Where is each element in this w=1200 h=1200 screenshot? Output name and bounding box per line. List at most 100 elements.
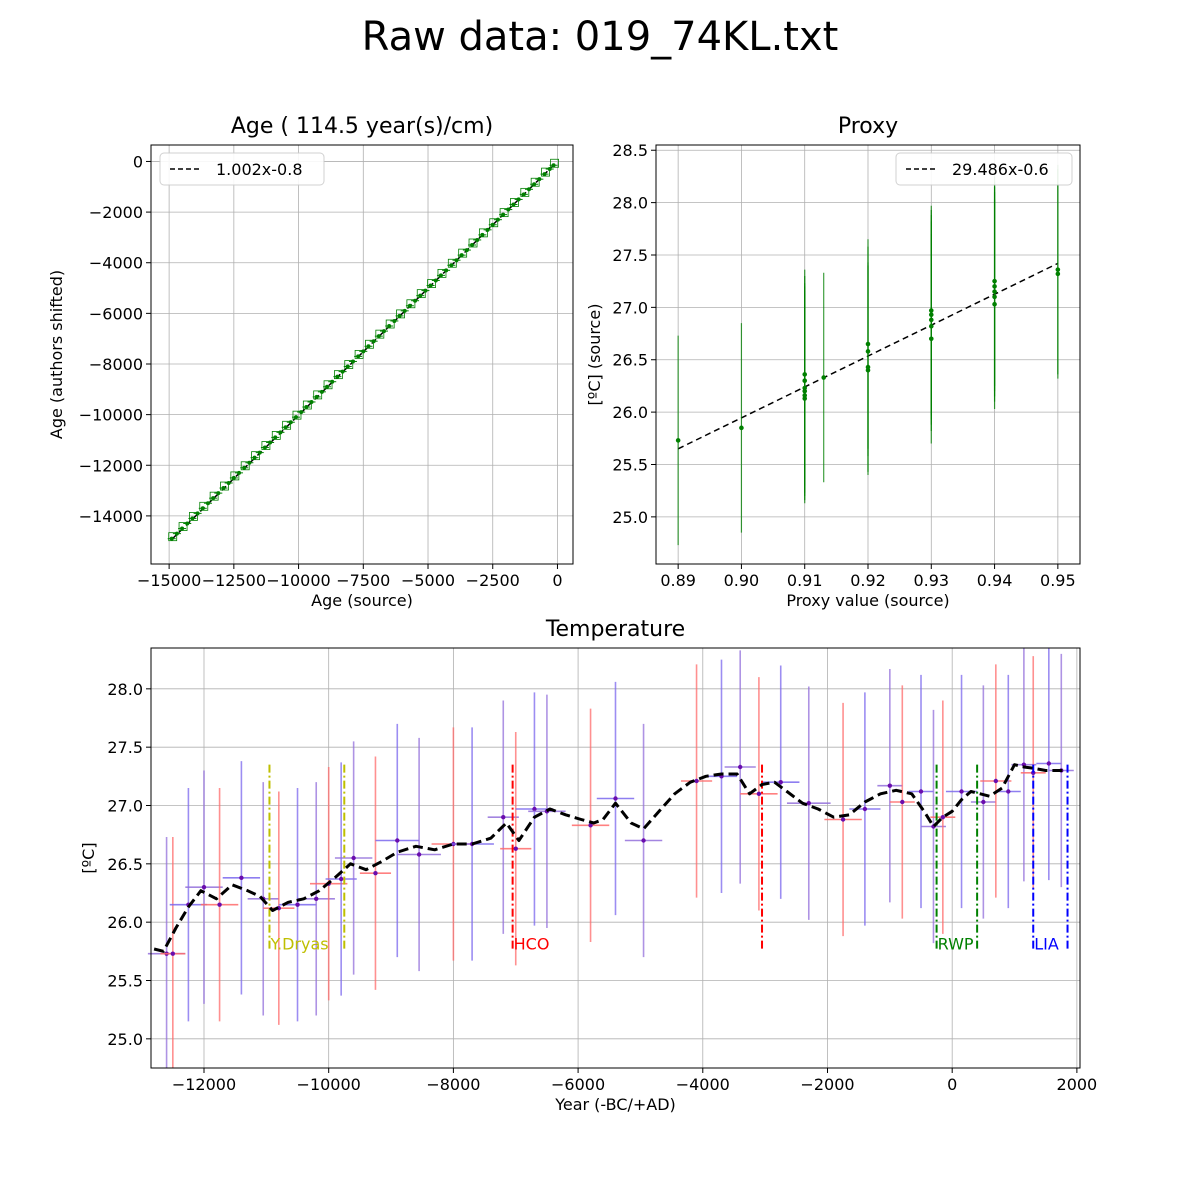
proxy-point	[1055, 267, 1061, 272]
age-point	[252, 455, 257, 460]
age-errorbox	[365, 339, 374, 349]
age-point	[382, 329, 387, 334]
temp-point	[737, 764, 743, 770]
age-point	[376, 334, 381, 339]
age-errorbox	[251, 451, 260, 461]
age-point	[433, 278, 438, 283]
age-point	[169, 536, 174, 541]
x-tick-label: 0.95	[1040, 571, 1076, 590]
age-point	[304, 405, 309, 410]
temp-point	[532, 806, 537, 812]
age-errorbox	[282, 420, 292, 430]
age-errorbox	[396, 309, 405, 319]
y-tick-label: 26.5	[107, 855, 143, 874]
panel-title: Age ( 114.5 year(s)/cm)	[231, 114, 493, 139]
panel-title: Temperature	[545, 617, 685, 642]
age-point	[495, 217, 500, 222]
x-tick-label: 0.91	[787, 571, 823, 590]
legend-box	[159, 152, 325, 186]
y-tick-label: 0	[133, 152, 143, 171]
age-errorbox	[178, 522, 188, 531]
age-point	[454, 258, 459, 263]
temp-point	[756, 791, 762, 797]
age-point	[407, 303, 412, 308]
age-errorbox	[323, 380, 333, 390]
age-errorbox	[520, 187, 530, 197]
age-point	[309, 399, 314, 404]
age-errorbox	[550, 158, 559, 168]
temp-point	[806, 800, 811, 806]
age-point	[537, 177, 542, 182]
age-errorbox	[334, 370, 343, 380]
period-label: LIA	[1034, 934, 1059, 953]
age-point	[257, 450, 262, 455]
age-point	[532, 182, 537, 187]
age-errorbox	[416, 289, 426, 299]
x-tick-label: −7500	[336, 571, 390, 590]
temp-point	[170, 951, 176, 956]
legend-entry: 1.002x-0.8	[216, 160, 303, 179]
age-errorbox	[427, 279, 437, 288]
x-tick-label: 0.90	[724, 571, 760, 590]
age-point	[485, 227, 490, 232]
y-tick-label: 25.5	[612, 455, 648, 474]
age-errorbox	[302, 400, 312, 410]
fit-line	[171, 164, 555, 540]
y-tick-label: −8000	[89, 355, 143, 374]
age-point	[350, 359, 355, 364]
x-tick-label: −2500	[466, 571, 520, 590]
age-errorbox	[354, 349, 364, 359]
age-point	[273, 435, 278, 440]
age-point	[501, 212, 506, 217]
age-point	[402, 308, 407, 313]
y-axis-label: [ºC]	[79, 842, 98, 873]
age-point	[418, 293, 423, 298]
age-point	[526, 187, 531, 192]
temp-point	[613, 796, 618, 801]
temp-point	[959, 789, 964, 794]
figure-title: Raw data: 019_74KL.txt	[361, 14, 839, 60]
temp-point	[918, 789, 924, 794]
age-point	[195, 511, 200, 516]
x-tick-label: 2000	[1057, 1075, 1098, 1094]
proxy-point	[928, 308, 934, 313]
y-tick-label: 27.0	[612, 298, 648, 317]
y-tick-label: 25.5	[107, 972, 143, 991]
age-point	[438, 273, 443, 278]
y-tick-label: −12000	[79, 456, 143, 475]
age-point	[205, 501, 210, 506]
x-tick-label: 0	[552, 571, 562, 590]
age-point	[278, 430, 283, 435]
age-point	[551, 163, 556, 168]
temp-point	[900, 799, 905, 805]
age-point	[299, 410, 304, 415]
temp-point	[217, 902, 222, 907]
age-errorbox	[168, 532, 178, 542]
age-point	[444, 268, 449, 273]
y-tick-label: −2000	[89, 203, 143, 222]
age-point	[242, 465, 247, 470]
proxy-point	[821, 375, 827, 380]
x-tick-label: 0	[947, 1075, 957, 1094]
age-point	[211, 496, 216, 501]
age-point	[516, 197, 521, 202]
age-errorbox	[499, 208, 509, 218]
age-point	[366, 344, 371, 349]
age-point	[319, 389, 324, 394]
age-errorbox	[458, 248, 468, 258]
y-axis-label: Age (authors shifted)	[47, 270, 66, 439]
age-errorbox	[271, 431, 281, 440]
age-errorbox	[437, 268, 447, 278]
period-label: Y.Dryas	[269, 934, 328, 953]
age-point	[345, 364, 350, 369]
age-point	[314, 394, 319, 399]
y-tick-label: 25.0	[107, 1030, 143, 1049]
y-tick-label: 26.0	[612, 403, 648, 422]
temp-point	[501, 814, 506, 820]
axes-frame	[150, 144, 574, 565]
age-point	[490, 222, 495, 227]
temp-point	[1046, 761, 1052, 766]
y-tick-label: 28.0	[612, 194, 648, 213]
age-point	[506, 207, 511, 212]
age-errorbox	[489, 218, 499, 228]
